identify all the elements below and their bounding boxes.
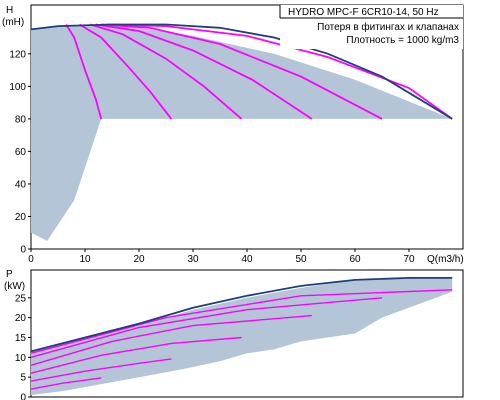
power-y-label-symbol: P — [6, 269, 13, 280]
power-chart: 0 5 10 15 20 25 P (kW) — [4, 269, 464, 400]
head-y-tick-label: 40 — [15, 179, 27, 190]
head-x-tick-label: 50 — [295, 254, 307, 265]
power-y-tick-label: 10 — [15, 353, 27, 364]
head-x-tick-label: 30 — [187, 254, 199, 265]
power-stage-curve-4 — [30, 314, 312, 366]
head-y-tick-label: 100 — [9, 82, 26, 93]
head-operating-area — [31, 26, 453, 241]
head-stage-curve-5 — [101, 23, 383, 120]
info-title: HYDRO MPC-F 6CR10-14, 50 Hz — [288, 7, 439, 18]
head-stage-curve-3 — [90, 23, 243, 120]
head-stage-curve-1 — [65, 24, 103, 120]
power-stage-curves — [30, 289, 453, 390]
head-stage-curve-2 — [79, 23, 173, 120]
head-x-label: Q(m3/h) — [427, 254, 464, 265]
head-x-tick-label: 20 — [133, 254, 145, 265]
head-stage-curve-4 — [95, 23, 313, 120]
head-x-tick-label: 0 — [28, 254, 34, 265]
power-stage-curve-6 — [30, 289, 453, 354]
head-y-tick-label: 0 — [20, 245, 26, 256]
power-y-tick-label: 25 — [15, 293, 27, 304]
head-x-ticks: 0 10 20 30 40 50 60 70 — [28, 249, 415, 265]
info-density: Плотность = 1000 kg/m3 — [346, 35, 459, 46]
power-envelope-line — [30, 276, 453, 353]
power-y-tick-label: 5 — [20, 373, 26, 384]
power-stage-curve-5 — [30, 297, 383, 358]
head-stage-curves — [65, 23, 453, 120]
head-x-tick-label: 10 — [79, 254, 91, 265]
power-y-label-unit: (kW) — [4, 281, 25, 292]
info-box — [280, 5, 463, 49]
head-chart: 0 20 40 60 80 100 120 0 10 20 30 40 50 60 70 H (mH) Q… — [2, 4, 464, 265]
power-y-tick-label: 15 — [15, 333, 27, 344]
power-y-tick-label: 20 — [15, 313, 27, 324]
head-y-tick-label: 20 — [15, 212, 27, 223]
head-y-ticks: 0 20 40 60 80 100 120 — [9, 49, 31, 256]
head-envelope-line — [30, 23, 453, 120]
head-x-tick-label: 70 — [403, 254, 415, 265]
power-stage-curve-1 — [30, 377, 102, 390]
power-operating-area — [31, 277, 453, 395]
head-y-label-unit: (mH) — [2, 17, 24, 28]
power-y-ticks: 0 5 10 15 20 25 — [15, 293, 31, 400]
power-stage-curve-2 — [30, 358, 172, 382]
head-y-tick-label: 80 — [15, 114, 27, 125]
head-x-tick-label: 60 — [349, 254, 361, 265]
head-y-label-symbol: H — [6, 5, 13, 16]
power-y-tick-label: 0 — [20, 393, 26, 400]
info-losses: Потеря в фитингах и клапанах — [317, 21, 459, 33]
head-y-tick-label: 120 — [9, 49, 26, 60]
head-x-tick-label: 40 — [241, 254, 253, 265]
power-stage-curve-3 — [30, 336, 242, 374]
head-y-tick-label: 60 — [15, 147, 27, 158]
